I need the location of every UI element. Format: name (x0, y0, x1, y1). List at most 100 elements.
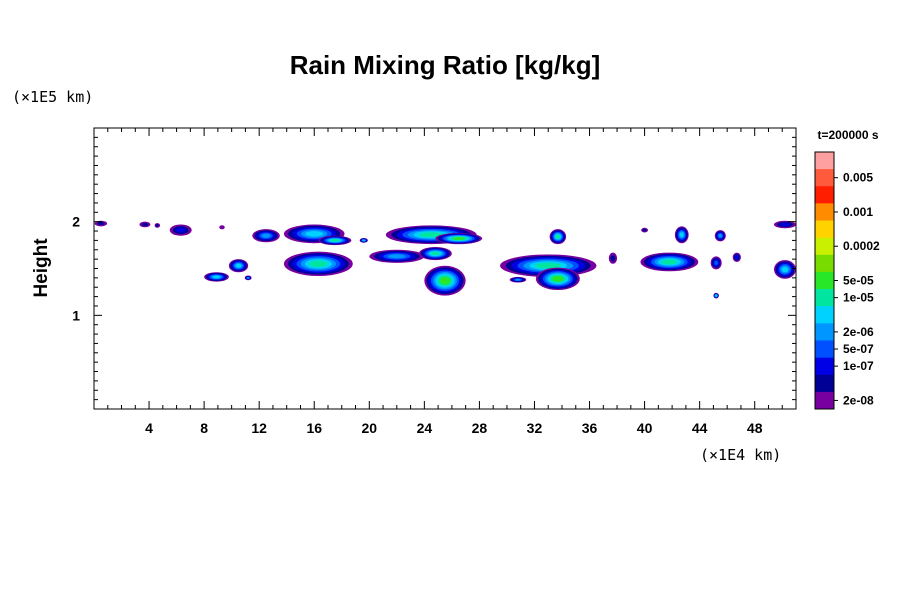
colorbar-level-label: 0.005 (843, 171, 873, 185)
rain-feature-23 (535, 267, 580, 291)
x-tick-label: 20 (362, 420, 378, 436)
x-axis-unit-label: (×1E4 km) (700, 446, 781, 464)
rain-feature-15 (773, 220, 796, 229)
colorbar-level-label: 1e-05 (843, 291, 874, 305)
colorbar-segment (815, 186, 834, 204)
rain-feature-2 (139, 221, 151, 228)
contour-level-12 (175, 227, 186, 233)
rain-feature-25 (608, 252, 618, 264)
contour-level-13 (141, 222, 149, 227)
rain-feature-14 (714, 230, 726, 242)
colorbar-segment (815, 254, 834, 273)
rain-feature-6 (252, 229, 280, 243)
rain-feature-11 (435, 232, 483, 245)
plot-area (94, 220, 796, 299)
rain-feature-24 (509, 276, 527, 283)
colorbar-level-label: 2e-06 (843, 325, 874, 339)
x-tick-label: 32 (527, 420, 543, 436)
colorbar-segment (815, 340, 834, 358)
contour-level-9 (781, 266, 789, 273)
contour-level-13 (97, 221, 105, 226)
contour-level-10 (247, 277, 250, 279)
rain-feature-4 (169, 224, 192, 236)
rain-feature-18 (283, 251, 353, 276)
contour-level-8 (330, 239, 340, 242)
x-tick-label: 4 (145, 420, 153, 436)
rain-feature-28 (732, 252, 741, 262)
contour-level-12 (780, 222, 790, 227)
colorbar-segment (815, 374, 834, 393)
colorbar-level-label: 0.0002 (843, 239, 880, 253)
contour-level-9 (362, 239, 365, 242)
colorbar-level-label: 5e-05 (843, 274, 874, 288)
y-axis-unit-label: (×1E5 km) (12, 88, 93, 106)
contour-level-7 (452, 237, 465, 240)
colorbar-segment (815, 220, 834, 238)
contour-level-7 (439, 276, 451, 285)
colorbar-level-label: 2e-08 (843, 393, 874, 407)
rain-feature-31 (244, 275, 252, 281)
rain-feature-9 (359, 238, 368, 243)
rain-feature-21 (424, 265, 466, 296)
y-tick-label: 2 (72, 214, 80, 230)
colorbar-segment (815, 203, 834, 221)
time-label: t=200000 s (817, 128, 878, 142)
rain-feature-20 (418, 246, 452, 261)
contour-level-13 (610, 254, 616, 262)
contour-level-8 (535, 262, 562, 269)
x-tick-label: 36 (582, 420, 598, 436)
x-tick-label: 12 (251, 420, 267, 436)
rain-feature-13 (674, 226, 689, 244)
colorbar: 0.005 0.001 0.0002 5e-05 1e-05 2e-06 5e-07 1e-0… (814, 151, 880, 410)
contour-level-14 (219, 225, 225, 230)
contour-level-10 (388, 254, 406, 259)
rain-feature-26 (640, 252, 699, 272)
rain-feature-3 (154, 223, 161, 228)
colorbar-level-label: 0.001 (843, 205, 873, 219)
colorbar-segment (815, 323, 834, 341)
x-tick-label: 28 (472, 420, 488, 436)
colorbar-level-label: 5e-07 (843, 342, 874, 356)
contour-level-12 (735, 255, 739, 260)
contour-level-8 (715, 294, 717, 297)
rain-feature-19 (369, 249, 425, 263)
contour-level-13 (155, 224, 159, 227)
contour-level-8 (555, 234, 561, 239)
rain-feature-29 (773, 260, 796, 279)
rain-feature-5 (219, 225, 225, 230)
colorbar-segment (815, 271, 834, 290)
rain-feature-32 (641, 227, 649, 233)
contour-level-10 (718, 233, 723, 238)
contour-level-10 (261, 233, 271, 238)
rain-feature-12 (549, 229, 567, 245)
contour-level-11 (714, 260, 719, 266)
contour-level-8 (418, 232, 444, 238)
contour-level-9 (305, 231, 324, 237)
colorbar-segment (815, 391, 834, 410)
colorbar-segment (815, 152, 834, 170)
colorbar-segment (815, 237, 834, 256)
x-tick-label: 48 (747, 420, 763, 436)
rain-feature-8 (318, 235, 352, 246)
rain-feature-27 (710, 256, 722, 270)
y-axis-title: Height (31, 238, 52, 298)
contour-level-9 (212, 275, 221, 279)
colorbar-segment (815, 357, 834, 376)
x-tick-label: 16 (306, 420, 322, 436)
rain-feature-17 (204, 272, 229, 282)
contour-level-9 (679, 232, 684, 238)
contour-level-10 (515, 278, 521, 281)
y-tick-label: 1 (72, 307, 80, 323)
colorbar-segment (815, 289, 834, 307)
contour-level-8 (430, 251, 440, 256)
contour-level-8 (661, 259, 678, 265)
x-tick-label: 8 (200, 420, 208, 436)
x-tick-label: 44 (692, 420, 708, 436)
chart-title: Rain Mixing Ratio [kg/kg] (290, 50, 601, 80)
contour-level-8 (309, 260, 328, 268)
x-tick-label: 24 (417, 420, 433, 436)
x-tick-label: 40 (637, 420, 653, 436)
contour-level-7 (552, 275, 564, 282)
